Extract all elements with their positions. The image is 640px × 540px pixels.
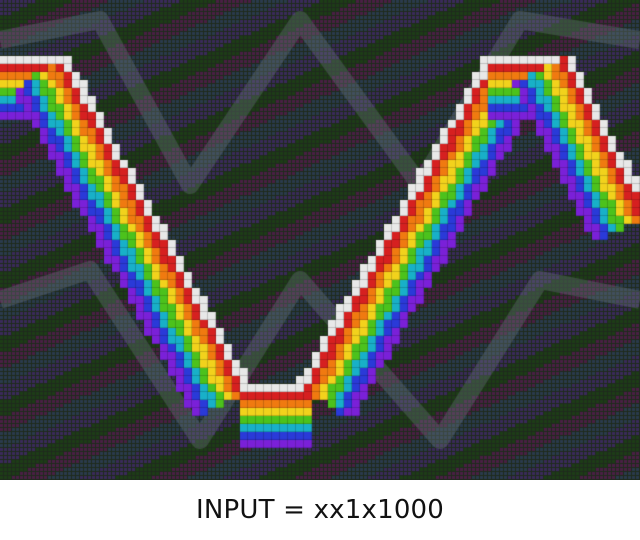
rainbow-zigzag-artwork xyxy=(0,0,640,480)
input-caption: INPUT = xx1x1000 xyxy=(0,480,640,540)
